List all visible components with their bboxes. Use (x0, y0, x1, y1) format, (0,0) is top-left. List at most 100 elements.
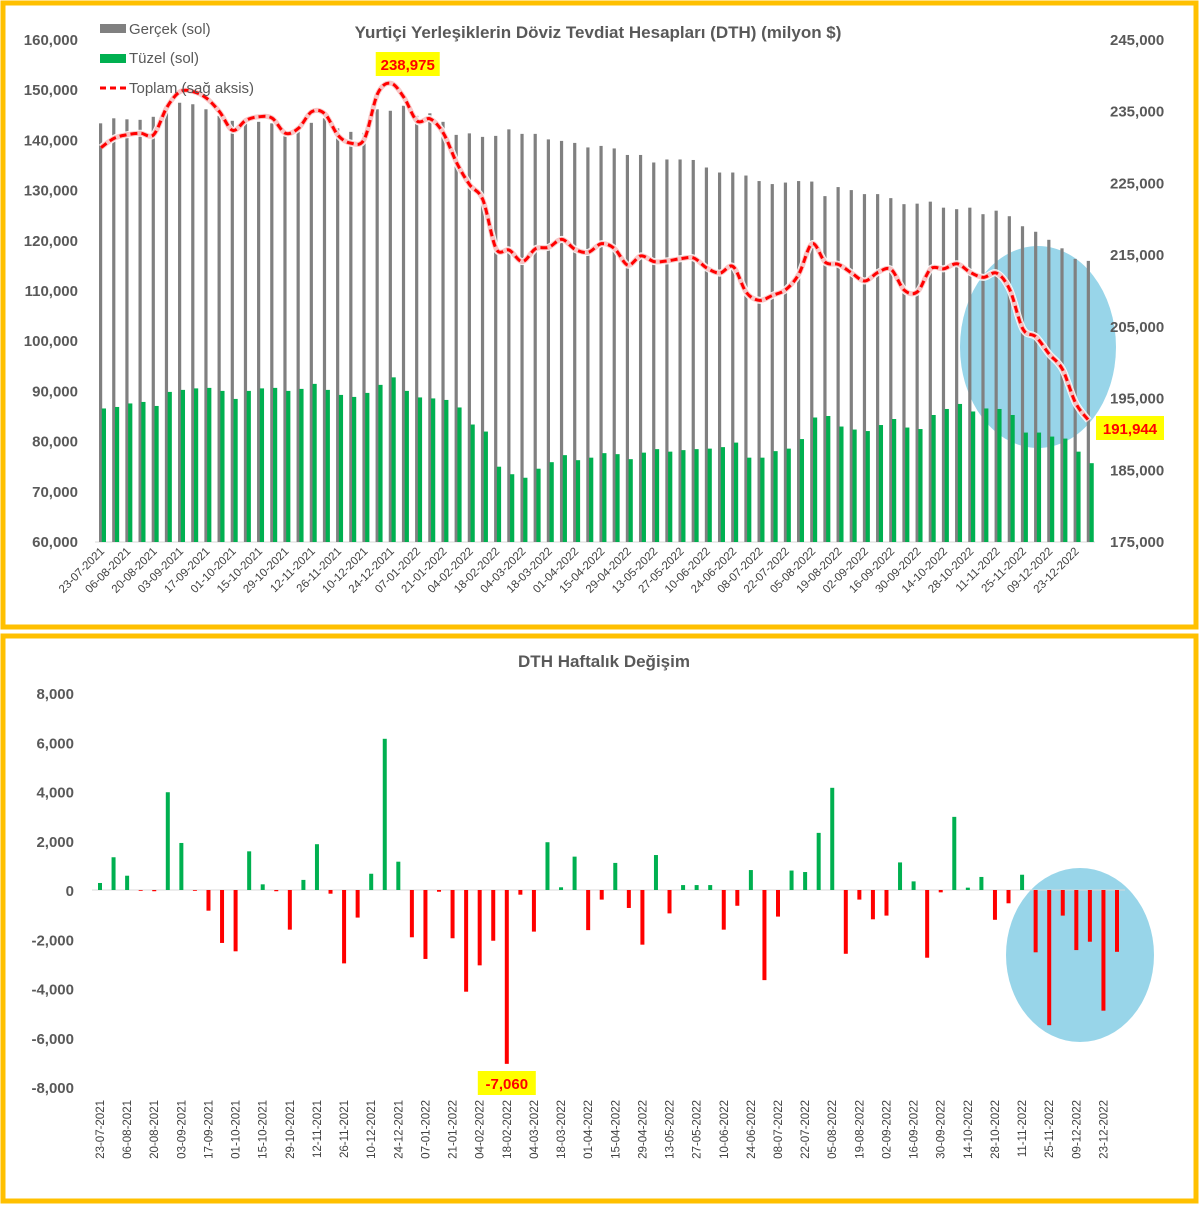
bar-decrease (152, 890, 157, 892)
bar-tuzel (404, 390, 409, 542)
bar-gercek (1020, 226, 1025, 542)
bar-gercek (612, 148, 616, 542)
bar-decrease (437, 890, 441, 892)
bar-decrease (504, 890, 509, 1064)
x-axis-tick-label: 15-10-2021 (258, 1100, 270, 1159)
bar-decrease (776, 890, 780, 917)
bar-decrease (721, 890, 726, 930)
y-axis-tick-label: -8,000 (31, 1080, 74, 1097)
bar-decrease (626, 890, 631, 908)
left-axis-tick-label: 120,000 (24, 233, 78, 250)
bar-gercek (164, 111, 169, 542)
bar-increase (952, 816, 957, 890)
bar-gercek (586, 147, 590, 543)
bar-tuzel (549, 462, 554, 542)
x-axis-tick-label: 10-06-2022 (719, 1100, 731, 1159)
y-axis-tick-label: 2,000 (36, 834, 74, 851)
bar-gercek (928, 201, 932, 543)
left-axis-tick-label: 110,000 (25, 283, 78, 300)
bar-gercek (915, 203, 919, 543)
bar-tuzel (694, 449, 699, 542)
bar-gercek (151, 116, 155, 542)
left-axis-tick-label: 160,000 (24, 32, 78, 49)
bar-tuzel (852, 429, 857, 542)
bar-gercek (717, 172, 722, 542)
bar-tuzel (286, 390, 291, 542)
bar-increase (260, 884, 265, 890)
bar-gercek (533, 133, 537, 542)
bar-tuzel (220, 390, 225, 542)
bar-tuzel (431, 398, 436, 542)
bar-tuzel (812, 417, 818, 542)
x-axis-tick-label: 21-01-2022 (448, 1100, 460, 1159)
min-label: -7,060 (486, 1076, 529, 1093)
bar-gercek (428, 113, 432, 543)
right-axis-tick-label: 185,000 (1110, 462, 1164, 479)
bar-gercek (836, 187, 840, 542)
bar-increase (1020, 874, 1025, 890)
bar-decrease (586, 890, 591, 931)
bar-tuzel (733, 442, 739, 542)
bar-gercek (125, 119, 129, 542)
bar-gercek (889, 198, 893, 542)
bar-decrease (518, 890, 523, 895)
bar-increase (613, 862, 618, 890)
x-axis-tick-label: 04-03-2022 (529, 1100, 541, 1159)
bar-decrease (1101, 890, 1106, 1011)
y-axis-tick-label: -4,000 (31, 982, 74, 999)
bar-increase (911, 881, 916, 890)
bar-decrease (423, 890, 428, 959)
highlight-ellipse (1006, 868, 1154, 1042)
bar-tuzel (589, 457, 594, 542)
bar-tuzel (892, 419, 897, 542)
bar-tuzel (799, 439, 805, 542)
bar-decrease (464, 890, 469, 992)
bar-tuzel (365, 392, 370, 542)
bar-decrease (992, 890, 997, 920)
right-axis-tick-label: 215,000 (1110, 247, 1164, 264)
bar-tuzel (536, 468, 541, 542)
bar-tuzel (273, 387, 278, 542)
bar-gercek (783, 182, 788, 542)
bar-gercek (257, 121, 261, 543)
bar-increase (653, 855, 658, 890)
bar-decrease (1033, 890, 1038, 953)
x-axis-tick-label: 01-04-2022 (583, 1100, 595, 1159)
bar-decrease (409, 890, 414, 938)
bar-increase (165, 792, 170, 890)
bar-gercek (678, 159, 682, 542)
toplam-line (100, 81, 1090, 422)
left-axis-tick-label: 100,000 (24, 333, 78, 350)
last-value-label: 191,944 (1103, 421, 1158, 438)
bar-tuzel (378, 384, 383, 542)
bar-tuzel (1010, 414, 1015, 542)
bar-increase (965, 887, 970, 890)
bar-tuzel (510, 474, 515, 542)
x-axis-tick-label: 11-11-2022 (1017, 1100, 1029, 1157)
bar-gercek (625, 154, 629, 542)
bar-tuzel (865, 431, 870, 542)
bar-gercek (480, 136, 485, 543)
bar-decrease (667, 890, 672, 914)
bar-decrease (274, 890, 279, 892)
y-axis-tick-label: 8,000 (36, 686, 74, 703)
y-axis-tick-label: -2,000 (31, 932, 74, 949)
left-axis-tick-label: 150,000 (24, 82, 78, 99)
x-axis-tick-label: 30-09-2022 (936, 1100, 948, 1159)
bar-gercek (401, 105, 406, 543)
bar-gercek (507, 129, 511, 542)
bar-tuzel (180, 389, 186, 542)
bar-tuzel (826, 415, 831, 542)
bar-decrease (206, 890, 211, 911)
bar-tuzel (668, 451, 673, 542)
legend-label-toplam: Toplam (sağ aksis) (129, 80, 254, 97)
x-axis-tick-label: 15-04-2022 (610, 1100, 622, 1159)
bar-tuzel (417, 397, 423, 542)
x-axis-tick-label: 18-03-2022 (556, 1100, 568, 1159)
bar-tuzel (312, 383, 317, 542)
x-axis-tick-label: 19-08-2022 (854, 1100, 866, 1159)
bar-gercek (573, 142, 577, 542)
bar-tuzel (997, 408, 1002, 542)
x-axis-tick-label: 22-07-2022 (800, 1100, 812, 1159)
y-axis-tick-label: -6,000 (31, 1031, 74, 1048)
